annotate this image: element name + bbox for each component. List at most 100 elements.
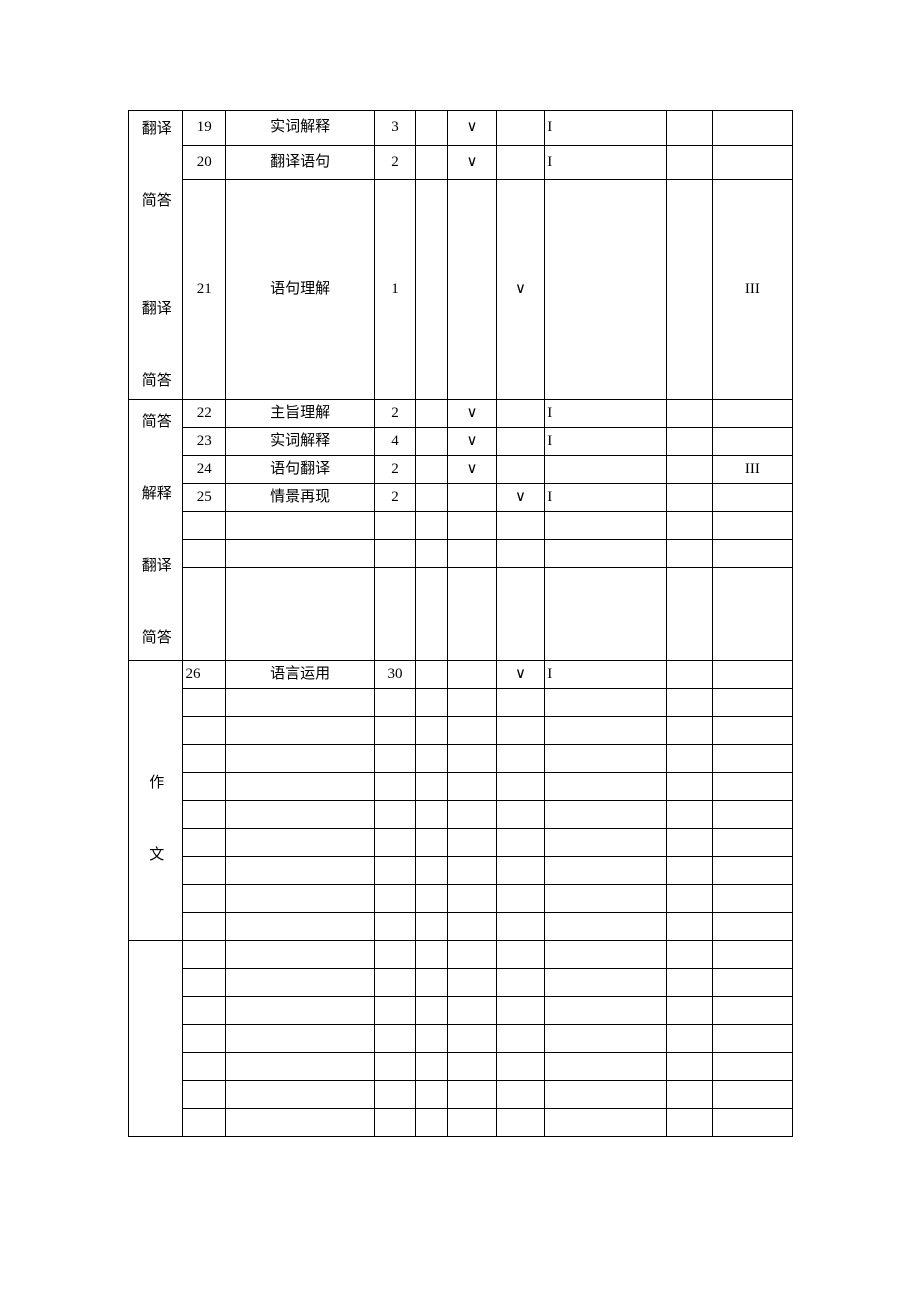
cell [496,400,544,428]
cell [448,997,496,1025]
cell-q20-topic: 翻译语句 [226,145,375,180]
table-row: 21 语句理解 1 ∨ III [129,180,793,400]
cell-q24-num: 24 [183,456,226,484]
cell [712,717,792,745]
cell-q26-num: 26 [183,661,226,689]
cell [415,941,448,969]
cell [545,540,666,568]
cell-q24-score: 2 [375,456,416,484]
cell [496,885,544,913]
cell [183,913,226,941]
cell-q19-num: 19 [183,111,226,146]
cell [415,969,448,997]
cell [712,400,792,428]
cell [496,1081,544,1109]
cell [183,997,226,1025]
cell [545,1109,666,1137]
table-row: 24 语句翻译 2 ∨ III [129,456,793,484]
cell-q20-check1: ∨ [448,145,496,180]
cell-q25-topic: 情景再现 [226,484,375,512]
cell [448,941,496,969]
cell [448,1109,496,1137]
cell [666,1053,712,1081]
cell [183,1081,226,1109]
cell [375,717,416,745]
cell [226,829,375,857]
cell [712,745,792,773]
group-label-4 [129,941,183,1137]
cell [448,829,496,857]
cell [183,717,226,745]
group-label-1: 翻译简答翻译简答 [129,111,183,400]
cell [226,773,375,801]
cell-q21-topic: 语句理解 [226,180,375,400]
cell [183,512,226,540]
cell [375,1053,416,1081]
table-row [129,512,793,540]
cell [448,857,496,885]
cell [666,1025,712,1053]
cell-q20-num: 20 [183,145,226,180]
cell [496,145,544,180]
cell [448,969,496,997]
cell [496,1025,544,1053]
cell [183,773,226,801]
cell [226,1081,375,1109]
cell-q22-check1: ∨ [448,400,496,428]
cell [415,180,448,400]
cell [415,456,448,484]
cell [448,1081,496,1109]
cell [545,568,666,661]
table-row [129,969,793,997]
cell [666,913,712,941]
cell [415,484,448,512]
cell [448,1053,496,1081]
cell [448,568,496,661]
cell [375,1109,416,1137]
cell [375,969,416,997]
cell [666,145,712,180]
cell [375,829,416,857]
cell-q19-score: 3 [375,111,416,146]
table-row [129,801,793,829]
cell [666,428,712,456]
cell-q25-num: 25 [183,484,226,512]
cell [496,568,544,661]
cell-q23-check1: ∨ [448,428,496,456]
cell [496,1053,544,1081]
cell [666,941,712,969]
cell [666,400,712,428]
cell [666,773,712,801]
cell [712,1081,792,1109]
cell [545,913,666,941]
cell-q26-check2: ∨ [496,661,544,689]
cell [496,773,544,801]
cell [415,540,448,568]
cell [496,801,544,829]
table-row [129,1109,793,1137]
cell [712,857,792,885]
cell [183,1053,226,1081]
cell [375,540,416,568]
cell [375,568,416,661]
cell-q19-level: I [545,111,666,146]
cell-q26-topic: 语言运用 [226,661,375,689]
cell [666,801,712,829]
cell [226,1025,375,1053]
cell [666,717,712,745]
cell [712,484,792,512]
cell [448,885,496,913]
cell-q26-score: 30 [375,661,416,689]
cell [712,111,792,146]
cell [415,745,448,773]
cell [415,689,448,717]
cell-q19-check1: ∨ [448,111,496,146]
cell [666,857,712,885]
cell [712,661,792,689]
table-row [129,1025,793,1053]
cell [226,913,375,941]
cell [183,689,226,717]
table-row [129,913,793,941]
cell [448,180,496,400]
cell [666,484,712,512]
